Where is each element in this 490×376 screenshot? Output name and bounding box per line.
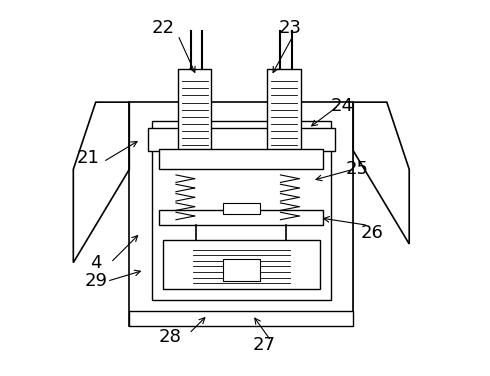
Text: 28: 28 bbox=[159, 328, 182, 346]
Text: 27: 27 bbox=[252, 336, 275, 354]
FancyBboxPatch shape bbox=[222, 259, 260, 281]
FancyBboxPatch shape bbox=[129, 311, 353, 326]
FancyBboxPatch shape bbox=[178, 68, 211, 151]
Text: 25: 25 bbox=[345, 160, 368, 178]
FancyBboxPatch shape bbox=[222, 203, 260, 214]
FancyBboxPatch shape bbox=[159, 149, 323, 169]
Text: 23: 23 bbox=[278, 18, 301, 36]
Text: 22: 22 bbox=[151, 18, 174, 36]
FancyBboxPatch shape bbox=[159, 211, 323, 225]
FancyBboxPatch shape bbox=[268, 68, 301, 151]
Text: 21: 21 bbox=[77, 149, 99, 167]
FancyBboxPatch shape bbox=[163, 240, 319, 289]
Text: 26: 26 bbox=[361, 224, 383, 242]
FancyBboxPatch shape bbox=[152, 121, 331, 300]
Text: 24: 24 bbox=[331, 97, 354, 115]
FancyBboxPatch shape bbox=[129, 102, 353, 326]
FancyBboxPatch shape bbox=[148, 128, 335, 151]
Text: 29: 29 bbox=[84, 272, 107, 290]
Text: 4: 4 bbox=[90, 254, 101, 271]
